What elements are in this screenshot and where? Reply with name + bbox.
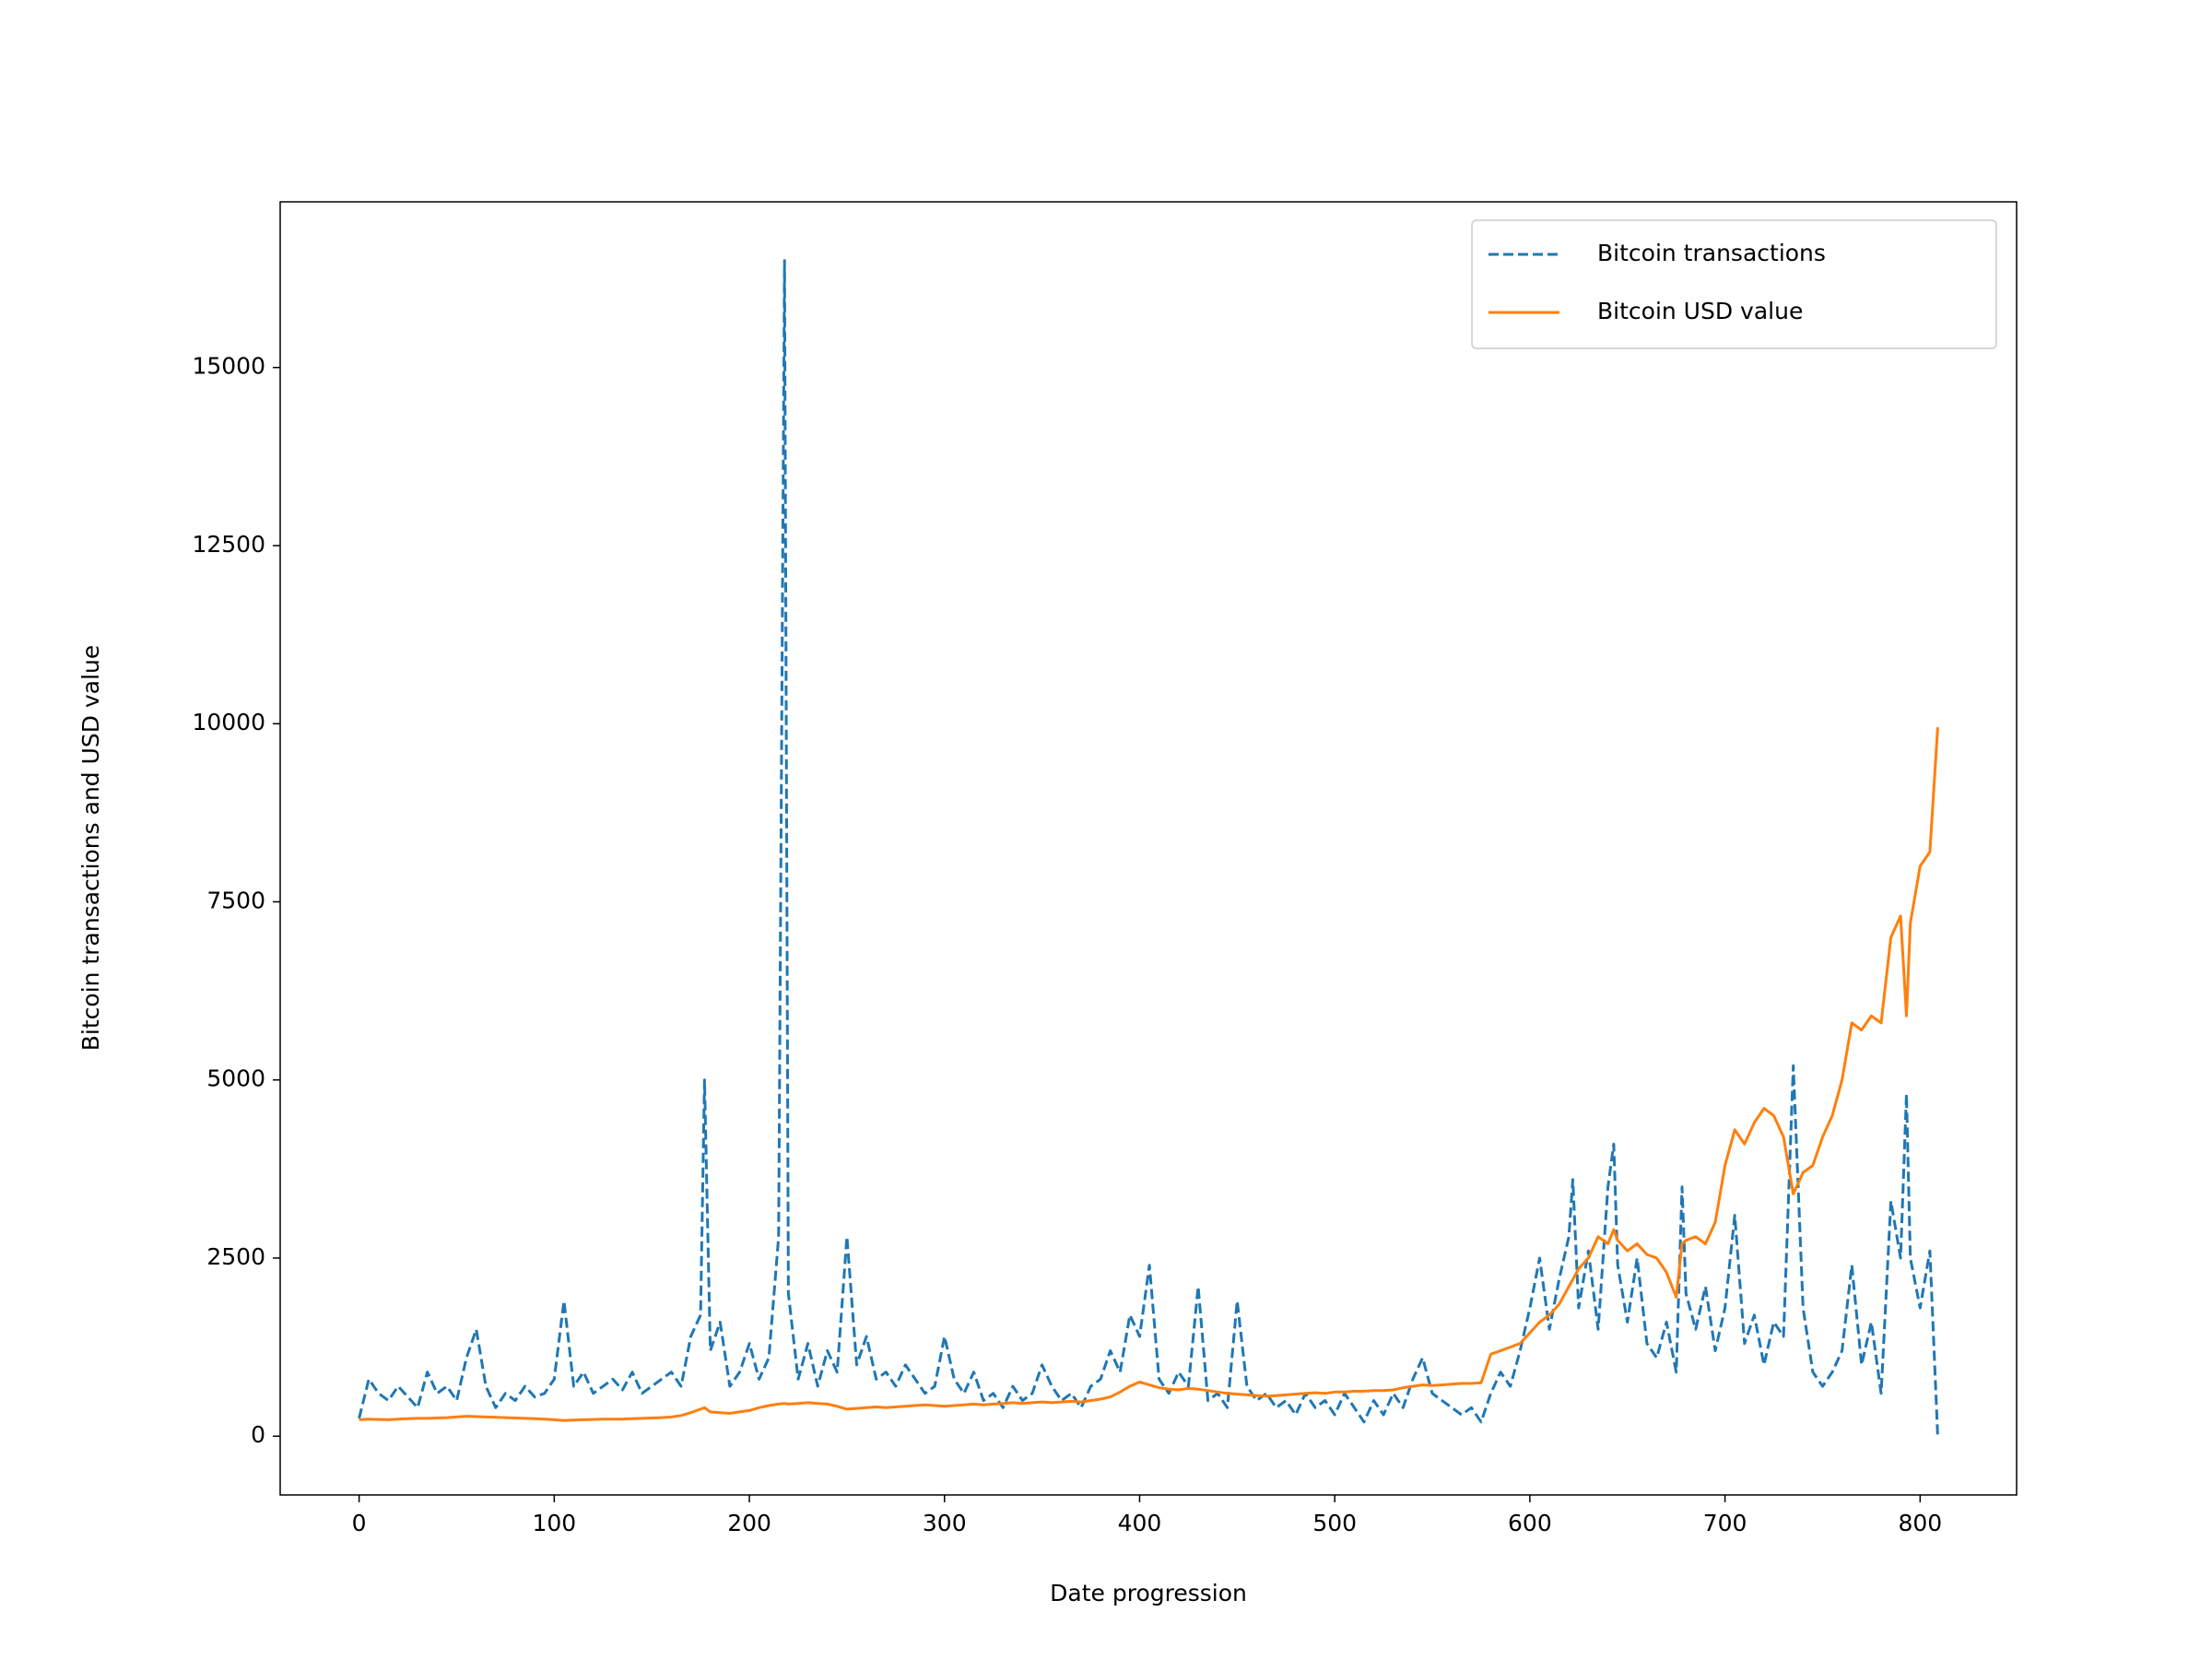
y-tick-label: 5000: [206, 1065, 265, 1092]
x-tick-label: 300: [923, 1510, 967, 1536]
y-axis-label: Bitcoin transactions and USD value: [77, 645, 104, 1052]
x-tick-label: 500: [1312, 1510, 1357, 1536]
data-line: [358, 259, 1939, 1437]
y-tick-label: 12500: [192, 531, 265, 558]
x-tick-label: 600: [1508, 1510, 1552, 1536]
y-tick-label: 15000: [192, 353, 265, 380]
y-tick-label: 7500: [206, 887, 265, 913]
legend-label: Bitcoin USD value: [1597, 298, 1803, 324]
x-tick-label: 100: [532, 1510, 576, 1536]
legend-label: Bitcoin transactions: [1597, 240, 1826, 266]
x-tick-label: 700: [1703, 1510, 1747, 1536]
x-tick-label: 0: [352, 1510, 367, 1536]
y-tick-label: 0: [251, 1421, 265, 1448]
y-tick-label: 10000: [192, 709, 265, 735]
y-tick-label: 2500: [206, 1243, 265, 1270]
plot-frame: [279, 201, 2018, 1496]
x-axis-label: Date progression: [1050, 1580, 1247, 1606]
x-tick-label: 200: [727, 1510, 771, 1536]
x-tick-label: 400: [1118, 1510, 1162, 1536]
legend-box: [1471, 219, 1997, 349]
x-tick-label: 800: [1898, 1510, 1942, 1536]
data-line: [359, 727, 1939, 1422]
